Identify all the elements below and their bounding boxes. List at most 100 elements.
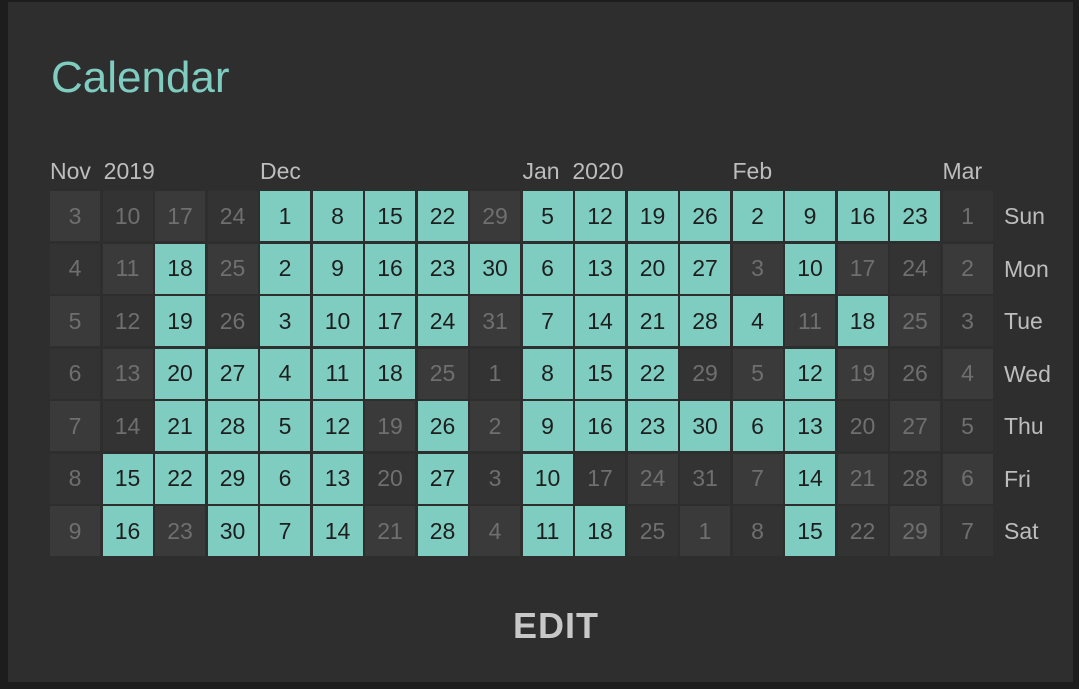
edit-button[interactable]: EDIT bbox=[491, 596, 621, 656]
day-cell[interactable]: 4 bbox=[50, 243, 100, 294]
day-cell[interactable]: 21 bbox=[155, 401, 205, 451]
day-cell[interactable]: 9 bbox=[522, 401, 573, 451]
day-cell[interactable]: 6 bbox=[942, 453, 993, 504]
day-cell[interactable]: 2 bbox=[260, 243, 310, 294]
day-cell[interactable]: 25 bbox=[207, 243, 258, 294]
day-cell[interactable]: 7 bbox=[260, 506, 310, 556]
day-cell[interactable]: 7 bbox=[942, 506, 993, 556]
day-cell[interactable]: 26 bbox=[890, 348, 940, 399]
day-cell[interactable]: 11 bbox=[102, 243, 153, 294]
day-cell[interactable]: 6 bbox=[732, 401, 783, 451]
day-cell[interactable]: 8 bbox=[312, 191, 363, 241]
day-cell[interactable]: 2 bbox=[942, 243, 993, 294]
day-cell[interactable]: 17 bbox=[365, 296, 415, 346]
day-cell[interactable]: 30 bbox=[680, 401, 730, 451]
day-cell[interactable]: 9 bbox=[312, 243, 363, 294]
day-cell[interactable]: 1 bbox=[260, 191, 310, 241]
day-cell[interactable]: 13 bbox=[102, 348, 153, 399]
day-cell[interactable]: 19 bbox=[155, 296, 205, 346]
day-cell[interactable]: 8 bbox=[732, 506, 783, 556]
day-cell[interactable]: 20 bbox=[155, 348, 205, 399]
day-cell[interactable]: 25 bbox=[890, 296, 940, 346]
day-cell[interactable]: 8 bbox=[522, 348, 573, 399]
day-cell[interactable]: 25 bbox=[417, 348, 468, 399]
day-cell[interactable]: 31 bbox=[470, 296, 520, 346]
day-cell[interactable]: 21 bbox=[365, 506, 415, 556]
day-cell[interactable]: 16 bbox=[575, 401, 625, 451]
day-cell[interactable]: 4 bbox=[470, 506, 520, 556]
day-cell[interactable]: 3 bbox=[942, 296, 993, 346]
day-cell[interactable]: 2 bbox=[732, 191, 783, 241]
day-cell[interactable]: 5 bbox=[260, 401, 310, 451]
day-cell[interactable]: 29 bbox=[207, 453, 258, 504]
day-cell[interactable]: 28 bbox=[680, 296, 730, 346]
day-cell[interactable]: 1 bbox=[470, 348, 520, 399]
day-cell[interactable]: 25 bbox=[627, 506, 678, 556]
day-cell[interactable]: 11 bbox=[785, 296, 835, 346]
day-cell[interactable]: 29 bbox=[680, 348, 730, 399]
day-cell[interactable]: 6 bbox=[50, 348, 100, 399]
day-cell[interactable]: 12 bbox=[785, 348, 835, 399]
day-cell[interactable]: 31 bbox=[680, 453, 730, 504]
day-cell[interactable]: 16 bbox=[837, 191, 888, 241]
day-cell[interactable]: 29 bbox=[890, 506, 940, 556]
day-cell[interactable]: 3 bbox=[260, 296, 310, 346]
day-cell[interactable]: 5 bbox=[942, 401, 993, 451]
day-cell[interactable]: 28 bbox=[417, 506, 468, 556]
day-cell[interactable]: 11 bbox=[312, 348, 363, 399]
day-cell[interactable]: 17 bbox=[575, 453, 625, 504]
day-cell[interactable]: 16 bbox=[102, 506, 153, 556]
day-cell[interactable]: 15 bbox=[575, 348, 625, 399]
day-cell[interactable]: 16 bbox=[365, 243, 415, 294]
day-cell[interactable]: 27 bbox=[680, 243, 730, 294]
day-cell[interactable]: 9 bbox=[785, 191, 835, 241]
day-cell[interactable]: 5 bbox=[522, 191, 573, 241]
day-cell[interactable]: 3 bbox=[50, 191, 100, 241]
day-cell[interactable]: 27 bbox=[207, 348, 258, 399]
day-cell[interactable]: 20 bbox=[365, 453, 415, 504]
day-cell[interactable]: 10 bbox=[102, 191, 153, 241]
day-cell[interactable]: 26 bbox=[207, 296, 258, 346]
day-cell[interactable]: 18 bbox=[155, 243, 205, 294]
day-cell[interactable]: 10 bbox=[785, 243, 835, 294]
day-cell[interactable]: 6 bbox=[522, 243, 573, 294]
day-cell[interactable]: 15 bbox=[102, 453, 153, 504]
day-cell[interactable]: 12 bbox=[575, 191, 625, 241]
day-cell[interactable]: 27 bbox=[890, 401, 940, 451]
day-cell[interactable]: 28 bbox=[207, 401, 258, 451]
day-cell[interactable]: 1 bbox=[942, 191, 993, 241]
day-cell[interactable]: 5 bbox=[732, 348, 783, 399]
day-cell[interactable]: 30 bbox=[207, 506, 258, 556]
day-cell[interactable]: 24 bbox=[627, 453, 678, 504]
day-cell[interactable]: 23 bbox=[627, 401, 678, 451]
day-cell[interactable]: 10 bbox=[522, 453, 573, 504]
day-cell[interactable]: 23 bbox=[155, 506, 205, 556]
day-cell[interactable]: 18 bbox=[365, 348, 415, 399]
day-cell[interactable]: 3 bbox=[470, 453, 520, 504]
day-cell[interactable]: 21 bbox=[837, 453, 888, 504]
day-cell[interactable]: 9 bbox=[50, 506, 100, 556]
day-cell[interactable]: 24 bbox=[417, 296, 468, 346]
day-cell[interactable]: 12 bbox=[312, 401, 363, 451]
day-cell[interactable]: 15 bbox=[365, 191, 415, 241]
day-cell[interactable]: 3 bbox=[732, 243, 783, 294]
day-cell[interactable]: 23 bbox=[890, 191, 940, 241]
day-cell[interactable]: 17 bbox=[837, 243, 888, 294]
day-cell[interactable]: 28 bbox=[890, 453, 940, 504]
day-cell[interactable]: 7 bbox=[732, 453, 783, 504]
day-cell[interactable]: 26 bbox=[680, 191, 730, 241]
day-cell[interactable]: 20 bbox=[837, 401, 888, 451]
day-cell[interactable]: 22 bbox=[837, 506, 888, 556]
day-cell[interactable]: 13 bbox=[312, 453, 363, 504]
day-cell[interactable]: 19 bbox=[627, 191, 678, 241]
day-cell[interactable]: 13 bbox=[575, 243, 625, 294]
day-cell[interactable]: 23 bbox=[417, 243, 468, 294]
day-cell[interactable]: 14 bbox=[312, 506, 363, 556]
day-cell[interactable]: 13 bbox=[785, 401, 835, 451]
day-cell[interactable]: 21 bbox=[627, 296, 678, 346]
day-cell[interactable]: 5 bbox=[50, 296, 100, 346]
day-cell[interactable]: 29 bbox=[470, 191, 520, 241]
day-cell[interactable]: 22 bbox=[155, 453, 205, 504]
day-cell[interactable]: 4 bbox=[260, 348, 310, 399]
day-cell[interactable]: 24 bbox=[890, 243, 940, 294]
